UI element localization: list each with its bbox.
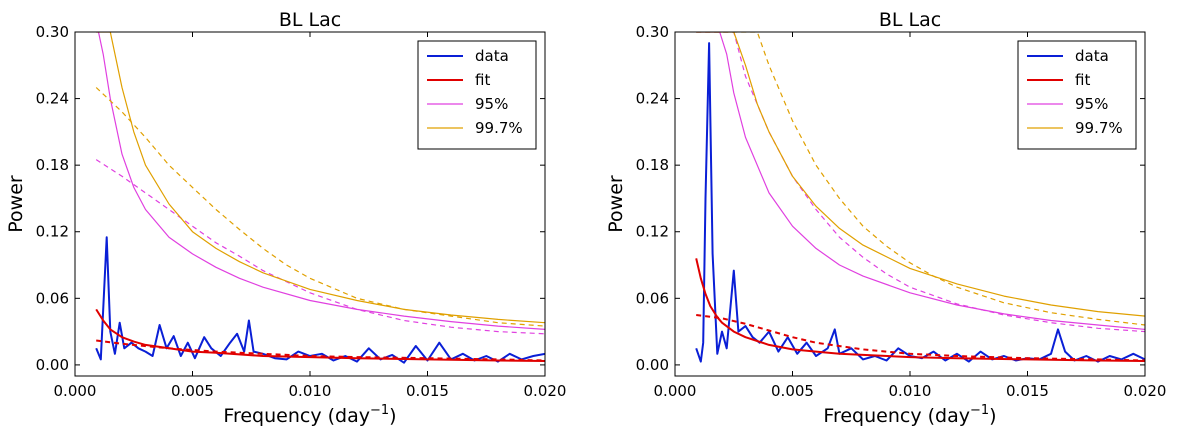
y-tick-label: 0.30 (36, 23, 69, 41)
y-tick-label: 0.00 (36, 356, 69, 374)
legend-label-fit: fit (475, 71, 490, 89)
x-tick-label: 0.020 (1124, 382, 1167, 400)
legend-box (417, 40, 537, 150)
series-line-fit (95, 308, 545, 362)
x-axis-label: Frequency (day−1) (223, 403, 396, 427)
series-line-99-7 (96, 32, 545, 324)
y-tick-label: 0.06 (636, 289, 669, 307)
x-axis-label-close: ) (389, 405, 396, 427)
series-line-99-7-dashed (696, 32, 1145, 326)
x-tick-label: 0.015 (406, 382, 449, 400)
x-tick-label: 0.005 (171, 382, 214, 400)
series-line-95 (96, 32, 545, 330)
series-line-95-dashed (696, 32, 1145, 333)
x-tick-label: 0.000 (654, 382, 697, 400)
legend-label-95: 95% (475, 95, 508, 113)
chart-title: BL Lac (279, 9, 341, 31)
legend-label-99-7: 99.7% (1075, 119, 1123, 137)
y-tick-label: 0.18 (636, 156, 669, 174)
y-tick-label: 0.06 (36, 289, 69, 307)
series-line-99-7 (696, 32, 1145, 317)
series-line-data (695, 42, 1145, 363)
y-tick-label: 0.12 (36, 223, 69, 241)
x-axis-label-sup: −1 (370, 403, 389, 418)
series-line-95-dashed (95, 159, 545, 335)
y-tick-label: 0.18 (36, 156, 69, 174)
x-axis-label: Frequency (day−1) (823, 403, 996, 427)
legend-label-99-7: 99.7% (475, 119, 523, 137)
series-line-95 (696, 32, 1145, 330)
x-tick-label: 0.010 (289, 382, 332, 400)
series-line-99-7-dashed (95, 87, 545, 327)
x-tick-label: 0.015 (1006, 382, 1049, 400)
legend: data fit 95% 99.7% (1017, 40, 1137, 150)
chart-title: BL Lac (879, 9, 941, 31)
chart-right: 0.000 0.005 0.010 0.015 0.020 0.00 0.06 0.12 0.1… (605, 9, 1167, 427)
legend-label-data: data (1075, 47, 1109, 65)
legend-label-fit: fit (1075, 71, 1090, 89)
chart-left: 0.000 0.005 0.010 0.015 0.020 0.00 0.06 0.12 0.1… (5, 9, 567, 427)
x-tick-label: 0.010 (889, 382, 932, 400)
y-tick-label: 0.24 (36, 90, 69, 108)
x-axis-label-text: Frequency (day (823, 405, 970, 427)
x-tick-label: 0.020 (524, 382, 567, 400)
legend: data fit 95% 99.7% (417, 40, 537, 150)
y-tick-label: 0.24 (636, 90, 669, 108)
x-axis-label-text: Frequency (day (223, 405, 370, 427)
y-tick-label: 0.00 (636, 356, 669, 374)
x-tick-label: 0.000 (54, 382, 97, 400)
x-axis-label-sup: −1 (970, 403, 989, 418)
series-line-fit (695, 258, 1145, 362)
series-line-data (95, 236, 545, 364)
series-group (695, 32, 1145, 363)
legend-label-95: 95% (1075, 95, 1108, 113)
legend-label-data: data (475, 47, 509, 65)
x-axis-label-close: ) (989, 405, 996, 427)
legend-box (1017, 40, 1137, 150)
series-line-fit-dashed (96, 339, 545, 362)
series-group (95, 32, 545, 364)
x-tick-label: 0.005 (771, 382, 814, 400)
series-line-fit-dashed (696, 314, 1145, 362)
y-axis-label: Power (605, 175, 627, 233)
y-tick-label: 0.12 (636, 223, 669, 241)
y-tick-label: 0.30 (636, 23, 669, 41)
y-axis-label: Power (5, 175, 27, 233)
